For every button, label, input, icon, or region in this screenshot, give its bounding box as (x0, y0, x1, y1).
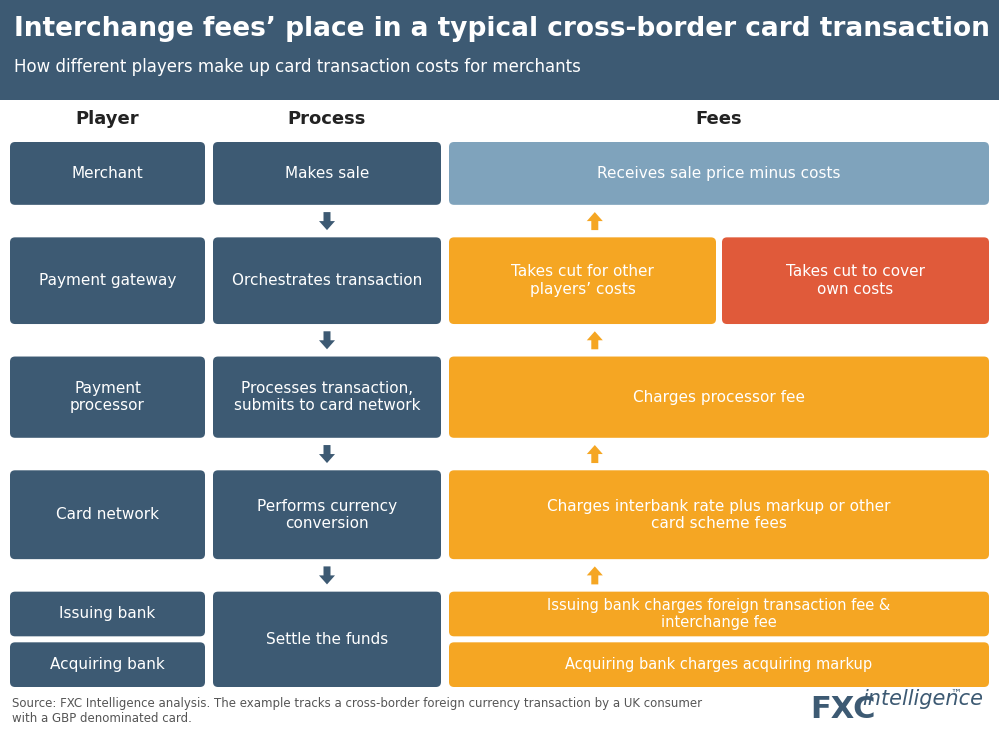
Text: Charges interbank rate plus markup or other
card scheme fees: Charges interbank rate plus markup or ot… (547, 499, 891, 531)
FancyBboxPatch shape (213, 357, 441, 438)
FancyArrow shape (586, 331, 602, 349)
FancyBboxPatch shape (449, 592, 989, 637)
Text: Acquiring bank charges acquiring markup: Acquiring bank charges acquiring markup (565, 657, 872, 672)
FancyArrow shape (586, 212, 602, 230)
FancyBboxPatch shape (449, 237, 716, 324)
Text: intelligence: intelligence (862, 689, 983, 709)
FancyBboxPatch shape (0, 0, 999, 100)
Text: Receives sale price minus costs: Receives sale price minus costs (597, 166, 841, 181)
FancyArrow shape (586, 445, 602, 463)
Text: Makes sale: Makes sale (285, 166, 370, 181)
FancyBboxPatch shape (10, 592, 205, 637)
FancyArrow shape (586, 566, 602, 584)
Text: How different players make up card transaction costs for merchants: How different players make up card trans… (14, 58, 580, 76)
Text: Payment gateway: Payment gateway (39, 273, 176, 288)
Text: Acquiring bank: Acquiring bank (50, 657, 165, 672)
Text: Issuing bank: Issuing bank (59, 607, 156, 622)
FancyBboxPatch shape (213, 142, 441, 204)
FancyBboxPatch shape (10, 470, 205, 560)
FancyBboxPatch shape (449, 357, 989, 438)
FancyArrow shape (319, 445, 335, 463)
Text: Issuing bank charges foreign transaction fee &
interchange fee: Issuing bank charges foreign transaction… (547, 598, 891, 630)
Text: Source: FXC Intelligence analysis. The example tracks a cross-border foreign cur: Source: FXC Intelligence analysis. The e… (12, 697, 702, 725)
Text: Interchange fees’ place in a typical cross-border card transaction: Interchange fees’ place in a typical cro… (14, 16, 990, 42)
FancyArrow shape (319, 566, 335, 584)
FancyArrow shape (319, 331, 335, 349)
Text: Process: Process (288, 110, 367, 128)
Text: Takes cut for other
players’ costs: Takes cut for other players’ costs (511, 264, 654, 297)
FancyBboxPatch shape (213, 237, 441, 324)
FancyBboxPatch shape (0, 100, 999, 749)
Text: Orchestrates transaction: Orchestrates transaction (232, 273, 423, 288)
FancyBboxPatch shape (10, 142, 205, 204)
Text: Fees: Fees (695, 110, 742, 128)
FancyBboxPatch shape (10, 357, 205, 438)
Text: Settle the funds: Settle the funds (266, 632, 389, 647)
FancyBboxPatch shape (10, 237, 205, 324)
Text: Merchant: Merchant (72, 166, 144, 181)
Text: ™: ™ (950, 689, 961, 699)
FancyArrow shape (319, 212, 335, 230)
FancyBboxPatch shape (722, 237, 989, 324)
FancyBboxPatch shape (449, 470, 989, 560)
Text: Performs currency
conversion: Performs currency conversion (257, 499, 397, 531)
FancyBboxPatch shape (213, 592, 441, 687)
Text: Player: Player (76, 110, 139, 128)
FancyBboxPatch shape (449, 142, 989, 204)
FancyBboxPatch shape (213, 470, 441, 560)
Text: Charges processor fee: Charges processor fee (633, 389, 805, 404)
FancyBboxPatch shape (449, 643, 989, 687)
FancyBboxPatch shape (10, 643, 205, 687)
Text: FXC: FXC (810, 695, 875, 724)
Text: Payment
processor: Payment processor (70, 381, 145, 413)
Text: Card network: Card network (56, 507, 159, 522)
Text: Processes transaction,
submits to card network: Processes transaction, submits to card n… (234, 381, 421, 413)
Text: Takes cut to cover
own costs: Takes cut to cover own costs (786, 264, 925, 297)
